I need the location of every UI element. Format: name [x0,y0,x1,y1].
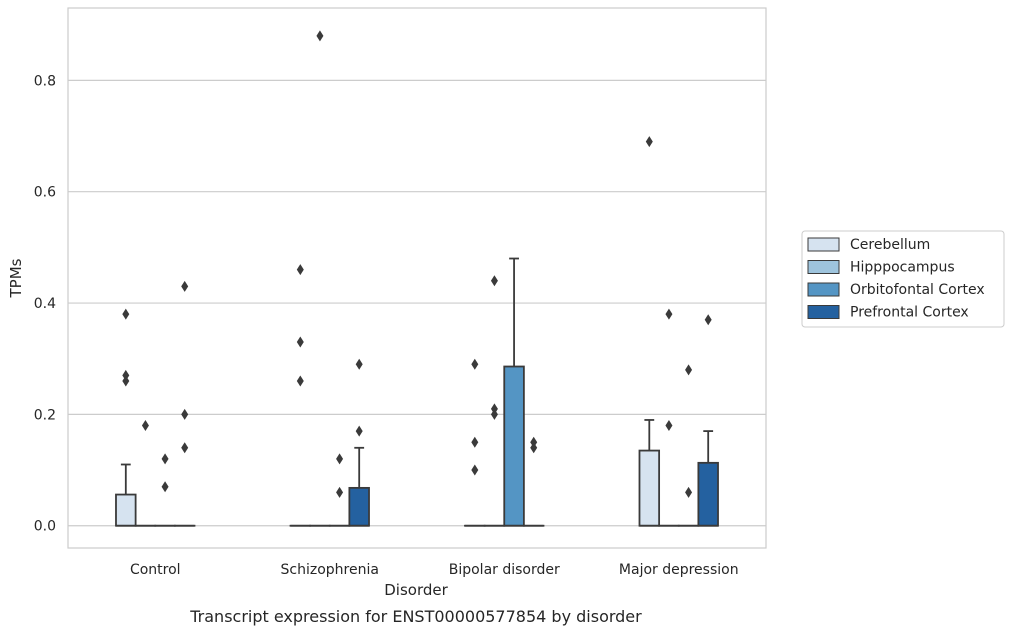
x-tick-label: Bipolar disorder [449,562,560,578]
box-body [115,493,137,527]
outlier-point [530,436,538,448]
outlier-point [665,308,673,320]
box-cerebellum [638,136,661,527]
x-axis-ticks: Control Schizophrenia Bipolar disorder Majo… [130,562,739,578]
outlier-point [161,481,169,493]
outlier-point [471,436,479,448]
legend-label: Prefrontal Cortex [850,305,969,321]
outlier-point [141,420,149,432]
chart-caption: Transcript expression for ENST0000057785… [189,607,642,626]
y-tick-label: 0.4 [34,296,56,312]
outlier-point [530,442,538,454]
outlier-point [122,369,130,381]
box-body [348,486,370,527]
plot-area [115,30,719,527]
box-body [503,365,525,527]
legend-box [801,230,1005,328]
y-tick-label: 0.2 [34,407,56,423]
outlier-point [471,358,479,370]
box-hipppocampus [483,275,506,527]
box-prefrontal-cortex [522,436,545,527]
y-tick-label: 0.0 [34,519,56,535]
box-cerebellum [289,264,312,527]
outlier-point [181,408,189,420]
legend-swatch [807,237,840,252]
outlier-point [665,420,673,432]
legend-label: Hipppocampus [850,260,955,276]
grid-lines [68,79,766,527]
y-axis-label: TPMs [7,258,25,298]
y-tick-label: 0.6 [34,185,56,201]
box-hipppocampus [658,308,680,527]
outlier-point [490,403,498,415]
outlier-point [296,375,304,387]
outlier-point [355,425,363,437]
outlier-point [296,264,304,276]
outlier-point [685,364,693,376]
outlier-point [316,30,324,42]
box-orbitofontal-cortex [154,453,176,527]
outlier-point [471,464,479,476]
box-orbitofontal-cortex [677,364,700,527]
x-tick-label: Schizophrenia [281,562,379,578]
y-tick-label: 0.8 [34,73,56,89]
outlier-point [645,136,653,148]
box-cerebellum [464,358,486,527]
legend: Cerebellum Hipppocampus Orbitofontal Corte… [801,230,1005,328]
box-prefrontal-cortex [697,314,719,527]
x-axis-label: Disorder [384,581,448,599]
box-cerebellum [115,308,137,527]
outlier-point [122,308,130,320]
box-prefrontal-cortex [173,280,196,527]
box-prefrontal-cortex [348,358,370,527]
outlier-point [490,275,498,287]
box-body [697,461,719,527]
legend-swatch [807,260,840,274]
outlier-point [685,486,693,498]
outlier-point [336,486,344,498]
outlier-point [122,375,130,387]
outlier-point [161,453,169,465]
box-hipppocampus [134,420,157,527]
box-orbitofontal-cortex [503,257,525,527]
legend-label: Orbitofontal Cortex [850,282,985,298]
outlier-point [355,358,363,370]
x-tick-label: Control [130,562,181,578]
legend-swatch [807,305,840,319]
legend-label: Cerebellum [850,237,930,253]
x-tick-label: Major depression [619,562,739,578]
y-axis-ticks: 0.0 0.2 0.4 0.6 0.8 [34,73,56,534]
outlier-point [181,442,189,454]
plot-frame [67,7,767,549]
outlier-point [336,453,344,465]
outlier-point [490,408,498,420]
outlier-point [296,336,304,348]
box-orbitofontal-cortex [328,453,351,527]
outlier-point [704,314,712,326]
legend-swatch [807,282,840,297]
box-body [638,449,661,527]
box-hipppocampus [309,30,331,527]
outlier-point [181,280,189,292]
